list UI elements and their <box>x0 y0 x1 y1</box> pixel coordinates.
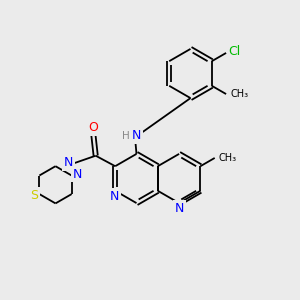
Text: N: N <box>175 202 184 215</box>
Text: N: N <box>64 156 74 169</box>
Text: Cl: Cl <box>228 45 241 58</box>
Text: CH₃: CH₃ <box>218 153 236 163</box>
Text: H: H <box>122 131 129 141</box>
Text: N: N <box>72 167 82 181</box>
Text: N: N <box>110 190 119 203</box>
Text: S: S <box>30 189 38 202</box>
Text: CH₃: CH₃ <box>230 89 249 99</box>
Text: N: N <box>132 129 141 142</box>
Text: O: O <box>88 121 98 134</box>
